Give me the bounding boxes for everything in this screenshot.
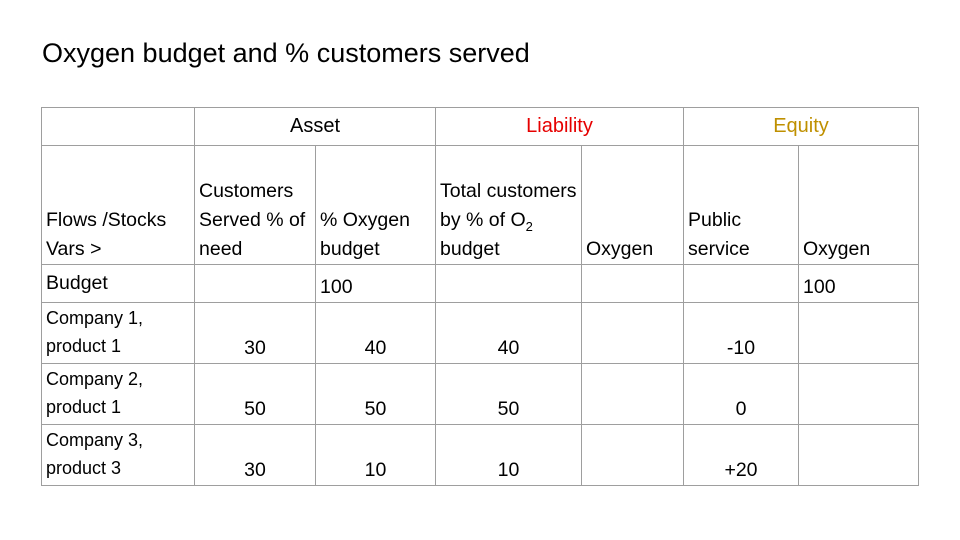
oxygen-budget-pct-cell: 100 <box>315 264 436 303</box>
public-service-cell: -10 <box>683 302 799 364</box>
ledger-table: Asset Liability Equity Flows /Stocks Var… <box>41 107 919 486</box>
row-label: Budget <box>41 264 195 303</box>
total-customers-cell: 40 <box>435 302 582 364</box>
public-service-cell: +20 <box>683 424 799 486</box>
customers-served-cell: 30 <box>194 302 316 364</box>
table-row: Budget 100 100 <box>41 264 919 303</box>
liability-oxygen-header: Oxygen <box>581 145 684 265</box>
o2-subscript: 2 <box>525 219 533 234</box>
row-label: Company 2, product 1 <box>41 363 195 425</box>
customers-served-cell: 50 <box>194 363 316 425</box>
public-service-cell: 0 <box>683 363 799 425</box>
total-customers-cell: 10 <box>435 424 582 486</box>
equity-oxygen-cell <box>798 424 919 486</box>
table-row: Company 2, product 1 50 50 50 0 <box>41 363 919 425</box>
equity-oxygen-cell: 100 <box>798 264 919 303</box>
flows-stocks-header: Flows /Stocks Vars > <box>41 145 195 265</box>
public-service-header: Public service <box>683 145 799 265</box>
equity-oxygen-header: Oxygen <box>798 145 919 265</box>
header-corner-cell <box>41 107 195 146</box>
oxygen-budget-pct-header: % Oxygen budget <box>315 145 436 265</box>
liability-oxygen-cell <box>581 302 684 364</box>
page-title: Oxygen budget and % customers served <box>42 38 530 68</box>
total-customers-header-text: Total customers by % of O <box>440 180 577 231</box>
public-service-cell <box>683 264 799 303</box>
oxygen-budget-pct-cell: 50 <box>315 363 436 425</box>
equity-oxygen-cell <box>798 363 919 425</box>
liability-group-header: Liability <box>435 107 684 146</box>
liability-oxygen-cell <box>581 424 684 486</box>
group-header-row: Asset Liability Equity <box>41 107 919 146</box>
total-customers-cell: 50 <box>435 363 582 425</box>
oxygen-budget-pct-cell: 40 <box>315 302 436 364</box>
row-label: Company 1, product 1 <box>41 302 195 364</box>
liability-oxygen-cell <box>581 264 684 303</box>
equity-group-header: Equity <box>683 107 919 146</box>
equity-oxygen-cell <box>798 302 919 364</box>
table-row: Company 3, product 3 30 10 10 +20 <box>41 424 919 486</box>
customers-served-cell <box>194 264 316 303</box>
oxygen-budget-pct-cell: 10 <box>315 424 436 486</box>
customers-served-header: Customers Served % of need <box>194 145 316 265</box>
total-customers-header: Total customers by % of O2 budget <box>435 145 582 265</box>
liability-oxygen-cell <box>581 363 684 425</box>
column-header-row: Flows /Stocks Vars > Customers Served % … <box>41 145 919 265</box>
table-row: Company 1, product 1 30 40 40 -10 <box>41 302 919 364</box>
total-customers-header-tail: budget <box>440 238 500 260</box>
row-label: Company 3, product 3 <box>41 424 195 486</box>
total-customers-cell <box>435 264 582 303</box>
customers-served-cell: 30 <box>194 424 316 486</box>
asset-group-header: Asset <box>194 107 436 146</box>
